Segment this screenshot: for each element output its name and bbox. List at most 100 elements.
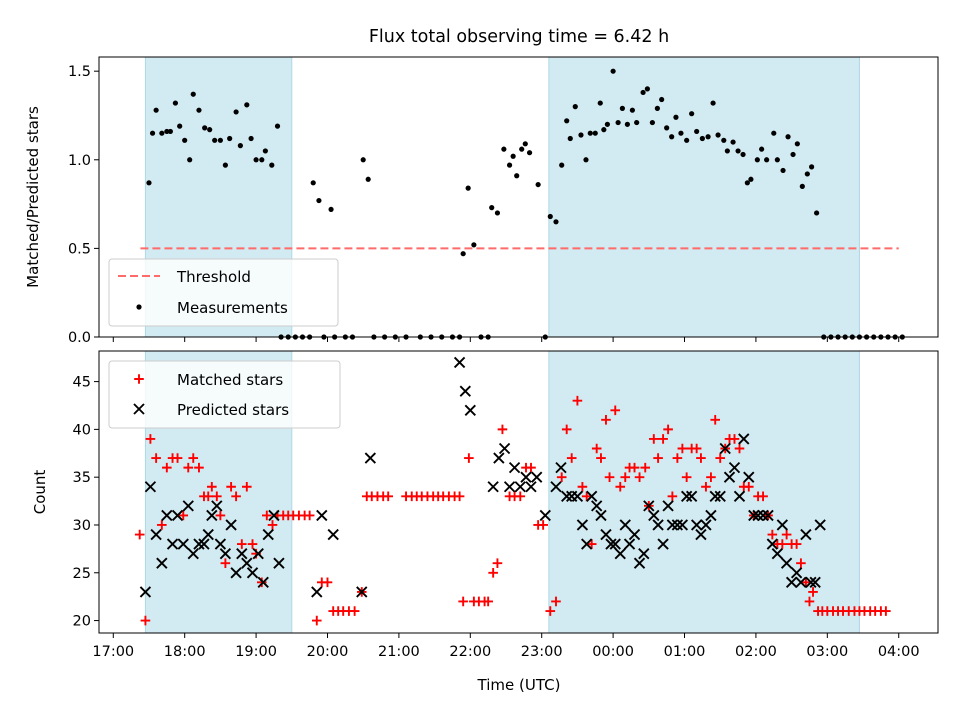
measurement-point: [744, 180, 750, 186]
measurement-point: [365, 176, 371, 182]
predicted-star-point: [241, 557, 253, 569]
legend-threshold-label: Threshold: [176, 268, 251, 286]
predicted-star-point: [193, 538, 205, 550]
predicted-star-point: [743, 471, 755, 483]
measurement-point: [673, 114, 679, 120]
predicted-star-point: [327, 528, 339, 541]
predicted-star-point: [695, 528, 707, 541]
measurement-point: [248, 135, 254, 142]
matched-star-point: [672, 453, 683, 463]
matched-star-point: [237, 539, 247, 549]
predicted-star-point: [780, 557, 793, 569]
predicted-star-point: [182, 500, 194, 512]
predicted-star-point: [498, 442, 511, 455]
count-plot-frame: [98, 350, 939, 634]
matched-star-point: [691, 443, 702, 454]
measurement-point: [740, 151, 746, 158]
matched-star-point: [777, 539, 788, 549]
measurement-point: [604, 121, 610, 127]
measurement-point: [578, 132, 584, 138]
matched-star-point: [577, 481, 588, 492]
predicted-star-point: [680, 490, 693, 502]
matched-star-point: [483, 596, 493, 607]
ratio-y-tick-label: 0.0: [68, 330, 91, 346]
measurement-point: [522, 141, 528, 147]
matched-star-point: [796, 558, 806, 569]
predicted-star-point: [591, 500, 603, 512]
measurement-point: [149, 130, 156, 136]
measurement-point: [587, 130, 593, 136]
predicted-star-point: [262, 528, 274, 541]
matched-star-point: [220, 558, 231, 569]
x-tick-label: 20:00: [307, 644, 349, 660]
ratio-legend: Threshold Measurements: [108, 258, 339, 327]
predicted-star-point: [571, 490, 584, 502]
matched-star-point: [194, 462, 204, 473]
measurement-point: [274, 123, 281, 129]
matched-star-point: [629, 462, 640, 473]
predicted-star-point: [785, 576, 798, 589]
measurement-point: [501, 146, 507, 152]
measurement-point: [794, 141, 800, 147]
measurement-point: [244, 102, 250, 108]
predicted-star-point: [230, 567, 242, 579]
predicted-star-point: [757, 509, 769, 522]
measurement-point: [196, 107, 202, 113]
measurement-point: [814, 210, 820, 216]
predicted-star-point: [766, 538, 779, 550]
count-matched-points: [134, 395, 891, 626]
matched-star-point: [743, 481, 754, 492]
predicted-star-point: [752, 509, 764, 522]
matched-star-point: [586, 539, 597, 549]
predicted-star-point: [790, 567, 803, 579]
predicted-star-point: [555, 461, 567, 474]
predicted-star-point: [648, 509, 660, 522]
matched-star-point: [620, 472, 631, 482]
legend-matched-label: Matched stars: [177, 371, 283, 389]
count-y-axis: 20 25 30 35 40 45: [73, 375, 99, 630]
matched-star-point: [801, 577, 811, 588]
measurement-point: [190, 91, 196, 97]
x-tick-label: 19:00: [235, 644, 277, 660]
matched-star-point: [551, 596, 561, 607]
predicted-star-point: [514, 481, 526, 493]
measurement-point: [212, 137, 218, 143]
matched-star-point: [145, 434, 156, 444]
measurement-point: [771, 130, 777, 136]
predicted-star-point: [600, 528, 612, 541]
count-x-axis: 17:00 18:00 19:00 20:00 21:00 22:00 23:00 00:00…: [92, 633, 920, 660]
measurement-point: [610, 68, 616, 74]
predicted-star-point: [487, 481, 499, 493]
measurement-point: [164, 128, 170, 135]
matched-star-point: [596, 453, 606, 463]
matched-star-point: [658, 434, 668, 444]
measurement-point: [629, 107, 635, 113]
matched-star-point: [591, 443, 602, 454]
matched-star-point: [663, 424, 673, 435]
ratio-y-tick-label: 0.5: [68, 241, 91, 257]
measurement-point: [227, 135, 233, 142]
measurement-point: [715, 132, 721, 138]
matched-star-point: [681, 472, 692, 482]
predicted-star-point: [316, 509, 328, 522]
matched-star-point: [653, 453, 663, 463]
measurement-point: [748, 176, 754, 182]
x-tick-label: 23:00: [521, 644, 563, 660]
predicted-star-point: [762, 509, 774, 522]
ratio-x-ticks: [112, 337, 900, 342]
predicted-star-point: [356, 586, 368, 598]
predicted-star-point: [539, 509, 551, 522]
measurement-point: [471, 242, 477, 248]
count-y-tick-label: 45: [73, 375, 91, 391]
x-tick-label: 18:00: [164, 644, 206, 660]
measurement-point: [153, 107, 159, 113]
matched-star-point: [572, 395, 583, 406]
matched-star-point: [715, 453, 726, 463]
count-y-tick-label: 25: [73, 566, 91, 582]
measurement-point: [310, 180, 316, 186]
measurement-point: [316, 197, 322, 204]
measurement-point: [624, 121, 630, 127]
ratio-y-axis: 0.0 0.5 1.0 1.5: [68, 64, 99, 346]
x-tick-label: 02:00: [735, 644, 777, 660]
